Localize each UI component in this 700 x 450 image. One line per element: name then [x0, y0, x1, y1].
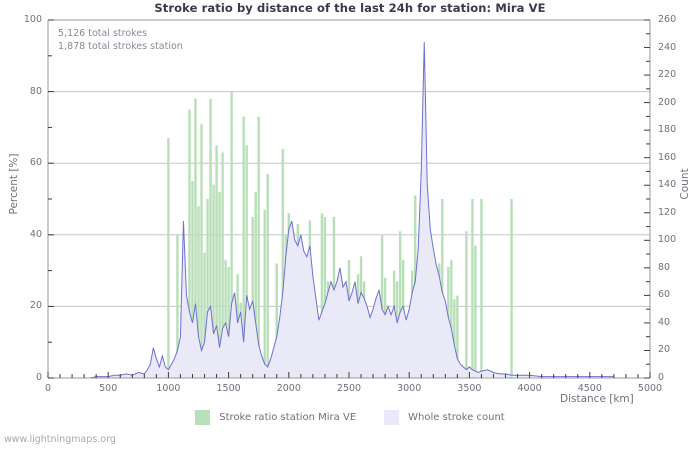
y-tick-label-right: 20 — [658, 344, 671, 356]
y-tick-label-right: 100 — [658, 234, 677, 246]
bar — [263, 209, 266, 378]
legend-entry-whole-stroke-count: Whole stroke count — [384, 410, 505, 425]
bar — [215, 145, 218, 378]
bar — [209, 98, 212, 378]
bar — [212, 184, 215, 378]
x-tick-label: 1000 — [156, 383, 181, 394]
y-tick-label-left: 40 — [29, 228, 42, 240]
bar — [251, 216, 254, 378]
axis-ticks — [47, 19, 651, 379]
y-tick-label-right: 240 — [658, 41, 677, 53]
y-tick-label-right: 120 — [658, 206, 677, 218]
bar — [450, 259, 453, 378]
legend-swatch-area — [384, 410, 400, 425]
x-tick-label: 3500 — [457, 383, 482, 394]
annotation-total-strokes: 5,126 total strokes — [58, 28, 148, 39]
bar — [230, 91, 233, 378]
y-tick-label-left: 100 — [23, 14, 42, 25]
bar — [191, 181, 194, 378]
y-tick-label-right: 0 — [658, 372, 665, 383]
y-tick-label-right: 80 — [658, 261, 671, 273]
bar — [176, 234, 179, 378]
bar — [474, 245, 477, 378]
x-tick-label: 2500 — [336, 383, 362, 394]
bar — [266, 173, 269, 378]
bar — [456, 295, 459, 378]
bar — [480, 199, 483, 378]
bar — [197, 206, 200, 378]
bar — [224, 259, 227, 378]
bar — [206, 199, 209, 378]
y-tick-label-right: 220 — [658, 69, 677, 81]
bar — [188, 109, 191, 378]
count-line — [48, 42, 614, 379]
y-tick-label-right: 140 — [658, 179, 677, 191]
x-tick-label: 2000 — [276, 383, 301, 394]
legend-entry-stroke-ratio: Stroke ratio station Mira VE — [195, 410, 356, 425]
annotation-total-strokes-station: 1,878 total strokes station — [58, 41, 183, 52]
bar — [275, 263, 278, 378]
y-tick-label-right: 60 — [658, 289, 671, 301]
y-tick-label-right: 260 — [658, 14, 677, 25]
x-tick-label: 1500 — [216, 383, 241, 394]
bar — [453, 299, 456, 378]
x-tick-label: 5000 — [637, 383, 663, 394]
bar — [167, 138, 170, 378]
x-tick-label: 4500 — [577, 383, 602, 394]
chart-legend: Stroke ratio station Mira VE Whole strok… — [0, 410, 700, 425]
y-tick-label-right: 200 — [658, 96, 677, 108]
bar — [398, 231, 402, 378]
bar — [320, 213, 324, 378]
x-axis-label: Distance [km] — [560, 393, 634, 405]
bar — [221, 152, 224, 378]
bar — [218, 191, 221, 378]
y-tick-label-right: 160 — [658, 151, 677, 163]
bar — [227, 267, 230, 378]
bar — [465, 231, 468, 378]
x-tick-label: 4000 — [517, 383, 542, 394]
y-tick-label-left: 0 — [35, 372, 42, 383]
x-tick-label: 3000 — [397, 383, 422, 394]
y-tick-label-left: 80 — [29, 85, 42, 97]
bar — [242, 116, 245, 378]
footer-watermark: www.lightningmaps.org — [4, 434, 116, 445]
bar — [200, 123, 203, 378]
bar — [441, 199, 444, 378]
y-tick-label-right: 180 — [658, 124, 677, 136]
bar — [194, 98, 197, 378]
bar — [471, 199, 474, 378]
y-tick-label-left: 60 — [29, 157, 42, 169]
y-tick-label-left: 20 — [29, 300, 42, 312]
bar — [257, 116, 260, 378]
bar — [254, 191, 257, 378]
bar — [323, 216, 327, 378]
bar — [245, 145, 248, 378]
bar — [203, 252, 206, 378]
x-tick-label: 500 — [99, 383, 118, 394]
y-axis-label-left: Percent [%] — [8, 153, 20, 215]
count-area — [48, 42, 614, 378]
legend-label-whole-stroke-count: Whole stroke count — [408, 412, 505, 423]
legend-label-stroke-ratio: Stroke ratio station Mira VE — [219, 412, 357, 423]
bar — [510, 199, 513, 378]
y-tick-label-right: 40 — [658, 316, 671, 328]
bar — [281, 148, 284, 378]
x-tick-label: 0 — [44, 383, 52, 394]
legend-swatch-bar — [195, 410, 211, 425]
chart-title: Stroke ratio by distance of the last 24h… — [154, 1, 546, 15]
